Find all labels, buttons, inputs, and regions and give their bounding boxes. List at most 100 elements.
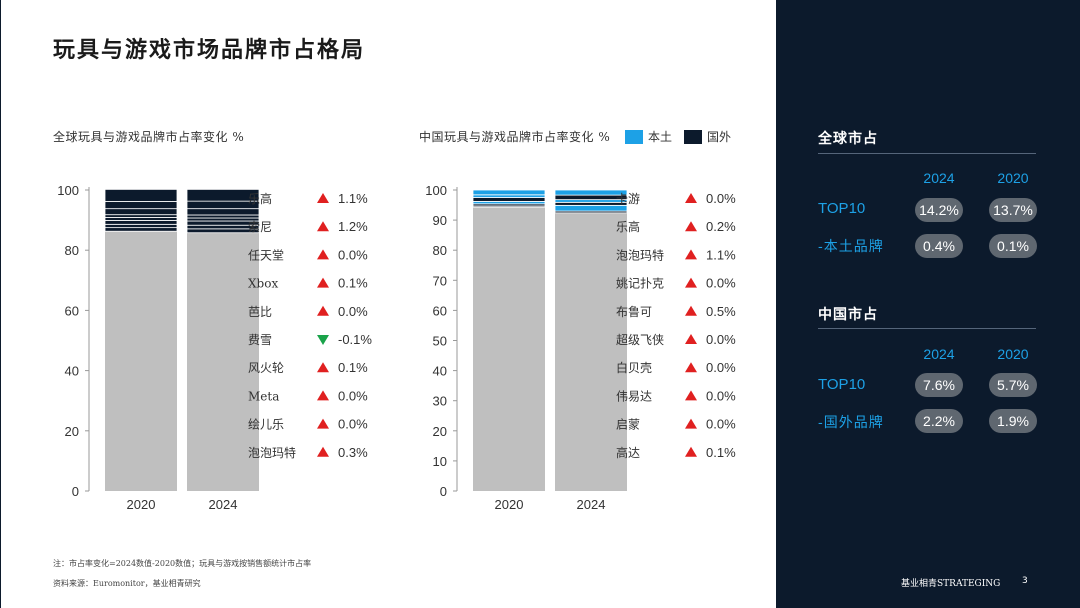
bar-segment [104,216,178,221]
up-triangle-icon [317,446,329,457]
up-triangle-icon [685,193,697,203]
y-tick-label: 80 [433,243,447,258]
x-tick-label: 2020 [495,497,524,512]
brand-share-change: 0.0% [706,360,736,375]
global-local-2024: 0.4% [915,234,963,258]
y-tick-label: 50 [433,334,447,349]
global-top10-2024: 14.2% [915,198,963,222]
chart-legend: 本土 国外 [625,128,743,145]
x-tick-label: 2020 [127,497,156,512]
china-top10-2024: 7.6% [915,373,963,397]
brand-name: 白贝壳 [616,360,652,375]
global-divider [818,153,1036,154]
y-tick-label: 20 [433,424,447,439]
brand-name: 高达 [616,445,640,460]
global-top10-2020: 13.7% [989,198,1037,222]
page-title: 玩具与游戏市场品牌市占格局 [53,37,366,63]
up-triangle-icon [317,418,329,429]
up-triangle-icon [317,249,329,260]
bar-segment [104,188,178,202]
down-triangle-icon [317,335,329,345]
up-triangle-icon [685,418,697,429]
brand-share-change: 0.0% [338,417,368,432]
bar-segment [104,208,178,216]
brand-name: 乐高 [248,191,272,206]
bar-segment [104,220,178,225]
up-triangle-icon [685,390,697,401]
brand-share-change: 1.2% [338,219,368,234]
up-triangle-icon [685,221,697,232]
brand-share-change: 1.1% [338,191,368,206]
y-tick-label: 60 [433,303,447,318]
brand-name: 卡游 [616,192,640,206]
brand-share-change: 0.1% [338,276,368,291]
up-triangle-icon [317,277,329,288]
brand-name: 任天堂 [248,248,284,262]
up-triangle-icon [317,221,329,232]
bar-segment [104,201,178,210]
bar-base-other [187,232,259,491]
brand-share-change: 0.0% [706,332,736,347]
y-tick-label: 40 [433,364,447,379]
bar-segment [104,223,178,229]
legend-label-local: 本土 [648,130,673,144]
legend-item-foreign: 国外 [684,128,731,145]
y-tick-label: 30 [433,394,447,409]
source-note: 资料来源：Euromonitor，基业相青研究 [53,579,201,588]
up-triangle-icon [317,193,329,203]
brand-share-change: 0.1% [338,360,368,375]
china-share-title: 中国市占 [818,307,878,323]
china-chart-subtitle: 中国玩具与游戏品牌市占率变化 % [419,130,611,144]
up-triangle-icon [685,305,697,316]
global-share-chart: 0 20 40 60 80 100 2020 2024 乐高 1.1% 索尼 1.2% 任天堂 0.0% X… [57,183,372,512]
global-local-label: -本土品牌 [818,239,884,255]
bar-base-other [105,231,177,491]
brand-share-change: 0.1% [706,445,736,460]
x-tick-label: 2024 [209,497,238,512]
china-top10-label: TOP10 [818,376,866,393]
x-tick-label: 2024 [577,497,606,512]
global-chart-subtitle: 全球玩具与游戏品牌市占率变化 % [53,130,245,144]
brand-name: Xbox [248,277,278,291]
global-year-2024: 2024 [923,170,955,186]
brand-name: 风火轮 [248,361,284,375]
up-triangle-icon [317,390,329,401]
global-share-title: 全球市占 [818,131,878,147]
brand-share-change: 0.0% [706,191,736,206]
up-triangle-icon [685,249,697,260]
brand-name: 乐高 [616,219,640,234]
bar-segment [186,214,260,219]
brand-share-change: 0.0% [338,304,368,319]
y-tick-label: 90 [433,213,447,228]
brand-name: 伟易达 [616,389,652,403]
bar-segment [186,188,260,202]
china-year-2020: 2020 [997,346,1029,362]
bar-segment [472,189,546,196]
y-tick-label: 100 [57,183,79,198]
brand-name: 索尼 [248,220,272,234]
page-number: 3 [1022,576,1028,586]
legend-label-foreign: 国外 [707,130,732,144]
china-foreign-label: -国外品牌 [818,415,884,431]
bar-segment [104,214,178,218]
main-content: 玩具与游戏市场品牌市占格局 全球玩具与游戏品牌市占率变化 % 中国玩具与游戏品牌… [0,0,743,608]
global-local-2020: 0.1% [989,234,1037,258]
china-divider [818,328,1036,329]
brand-share-change: 0.0% [706,276,736,291]
china-top10-2020: 5.7% [989,373,1037,397]
brand-name: 布鲁可 [616,305,652,319]
brand-name: 绘儿乐 [248,417,284,432]
up-triangle-icon [317,305,329,316]
brand-share-change: 0.0% [706,388,736,403]
china-share-chart: 0 10 20 30 40 50 60 70 80 90 100 2020 2024 卡游 0.0% 乐高 0.… [425,183,736,512]
bar-segment [554,189,628,196]
brand-name: 费雪 [248,333,272,347]
bar-base-other [473,207,545,492]
bar-segment [472,194,546,198]
global-year-2020: 2020 [997,170,1029,186]
summary-panel: 全球市占 2024 2020 TOP10 14.2% 13.7% -本土品牌 0… [776,0,1080,608]
bar-segment [554,204,628,212]
brand-share-change: 0.0% [338,388,368,403]
legend-swatch-foreign [684,129,703,144]
